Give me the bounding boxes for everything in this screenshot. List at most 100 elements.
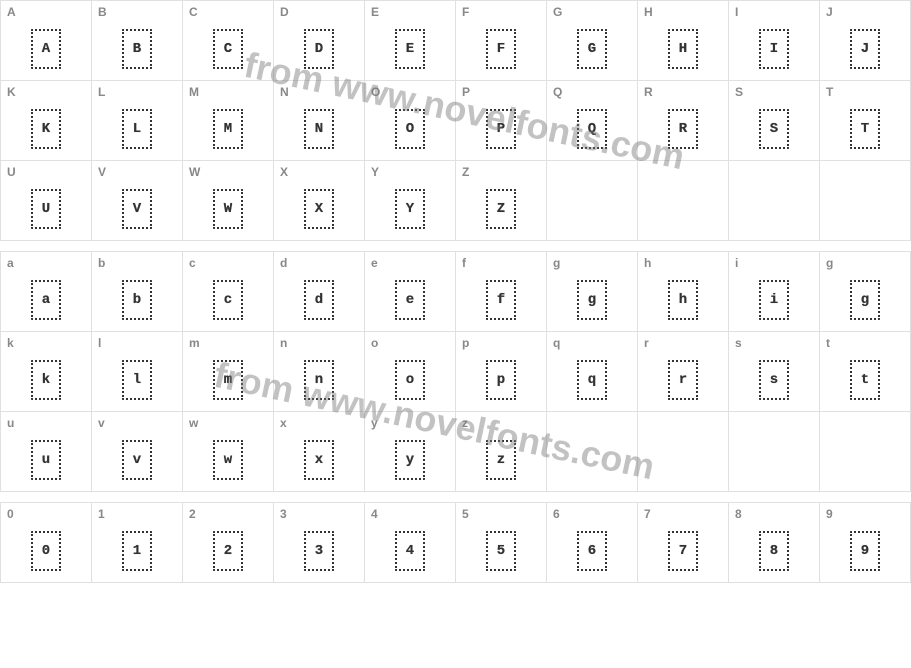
glyph-preview: x (304, 440, 334, 480)
charmap-cell[interactable]: xx (274, 412, 365, 492)
charmap-cell[interactable]: KK (1, 81, 92, 161)
glyph-preview: G (577, 29, 607, 69)
charmap-cell (547, 412, 638, 492)
charmap-cell[interactable]: XX (274, 161, 365, 241)
glyph-preview: g (850, 280, 880, 320)
glyph-character: P (497, 121, 505, 137)
charmap-cell[interactable]: FF (456, 1, 547, 81)
charmap-cell[interactable]: 66 (547, 503, 638, 583)
charmap-cell[interactable]: UU (1, 161, 92, 241)
charmap-cell[interactable]: CC (183, 1, 274, 81)
glyph-character: T (861, 121, 869, 137)
charmap-cell[interactable]: WW (183, 161, 274, 241)
glyph-character: g (861, 292, 869, 308)
charmap-cell[interactable]: ZZ (456, 161, 547, 241)
charmap-cell[interactable]: ee (365, 252, 456, 332)
charmap-cell[interactable]: gg (820, 252, 911, 332)
charmap-cell[interactable]: JJ (820, 1, 911, 81)
charmap-cell[interactable]: hh (638, 252, 729, 332)
charmap-cell[interactable]: ff (456, 252, 547, 332)
charmap-cell[interactable]: MM (183, 81, 274, 161)
charmap-cell[interactable]: zz (456, 412, 547, 492)
charmap-cell[interactable]: pp (456, 332, 547, 412)
charmap-cell[interactable]: vv (92, 412, 183, 492)
cell-label: t (826, 336, 830, 350)
charmap-cell[interactable]: 99 (820, 503, 911, 583)
charmap-cell[interactable]: yy (365, 412, 456, 492)
charmap-cell[interactable]: kk (1, 332, 92, 412)
charmap-cell[interactable]: 88 (729, 503, 820, 583)
glyph-character: O (406, 121, 414, 137)
charmap-cell[interactable]: DD (274, 1, 365, 81)
charmap-cell[interactable]: II (729, 1, 820, 81)
charmap-cell[interactable]: ll (92, 332, 183, 412)
charmap-cell[interactable]: VV (92, 161, 183, 241)
charmap-cell[interactable]: SS (729, 81, 820, 161)
glyph-preview: I (759, 29, 789, 69)
cell-label: h (644, 256, 651, 270)
charmap-cell[interactable]: RR (638, 81, 729, 161)
glyph-character: s (770, 372, 778, 388)
charmap-cell[interactable]: QQ (547, 81, 638, 161)
charmap-cell[interactable]: PP (456, 81, 547, 161)
cell-label: s (735, 336, 742, 350)
glyph-preview: O (395, 109, 425, 149)
charmap-cell[interactable]: ii (729, 252, 820, 332)
glyph-preview: Z (486, 189, 516, 229)
charmap-cell[interactable]: OO (365, 81, 456, 161)
charmap-cell[interactable]: NN (274, 81, 365, 161)
charmap-cell[interactable]: bb (92, 252, 183, 332)
charmap-cell[interactable]: EE (365, 1, 456, 81)
charmap-cell[interactable]: 00 (1, 503, 92, 583)
charmap-cell[interactable]: TT (820, 81, 911, 161)
glyph-character: Z (497, 201, 505, 217)
charmap-cell[interactable]: nn (274, 332, 365, 412)
glyph-character: 6 (588, 543, 596, 559)
glyph-character: l (133, 372, 141, 388)
charmap-cell[interactable]: rr (638, 332, 729, 412)
charmap-cell[interactable]: 44 (365, 503, 456, 583)
charmap-cell[interactable]: cc (183, 252, 274, 332)
glyph-character: X (315, 201, 323, 217)
glyph-character: r (679, 372, 687, 388)
charmap-cell[interactable]: dd (274, 252, 365, 332)
charmap-cell[interactable]: BB (92, 1, 183, 81)
charmap-cell[interactable]: GG (547, 1, 638, 81)
glyph-character: p (497, 372, 505, 388)
glyph-character: 3 (315, 543, 323, 559)
glyph-preview: s (759, 360, 789, 400)
cell-label: y (371, 416, 378, 430)
charmap-cell[interactable]: mm (183, 332, 274, 412)
cell-label: i (735, 256, 738, 270)
charmap-cell[interactable]: AA (1, 1, 92, 81)
charmap-cell[interactable]: YY (365, 161, 456, 241)
glyph-preview: A (31, 29, 61, 69)
charmap-cell[interactable]: tt (820, 332, 911, 412)
charmap-cell[interactable]: uu (1, 412, 92, 492)
charmap-cell[interactable]: LL (92, 81, 183, 161)
charmap-cell[interactable]: oo (365, 332, 456, 412)
cell-label: w (189, 416, 198, 430)
glyph-character: B (133, 41, 141, 57)
charmap-cell[interactable]: HH (638, 1, 729, 81)
cell-label: N (280, 85, 289, 99)
glyph-character: M (224, 121, 232, 137)
charmap-cell[interactable]: ss (729, 332, 820, 412)
charmap-cell[interactable]: 11 (92, 503, 183, 583)
charmap-cell[interactable]: 77 (638, 503, 729, 583)
charmap-cell (729, 412, 820, 492)
glyph-preview: f (486, 280, 516, 320)
glyph-preview: d (304, 280, 334, 320)
charmap-cell[interactable]: 22 (183, 503, 274, 583)
cell-label: x (280, 416, 287, 430)
cell-label: 4 (371, 507, 378, 521)
charmap-cell[interactable]: ww (183, 412, 274, 492)
glyph-preview: i (759, 280, 789, 320)
charmap-cell[interactable]: 33 (274, 503, 365, 583)
charmap-cell[interactable]: qq (547, 332, 638, 412)
charmap-cell[interactable]: aa (1, 252, 92, 332)
cell-label: M (189, 85, 199, 99)
charmap-cell[interactable]: 55 (456, 503, 547, 583)
glyph-preview: M (213, 109, 243, 149)
charmap-cell[interactable]: gg (547, 252, 638, 332)
